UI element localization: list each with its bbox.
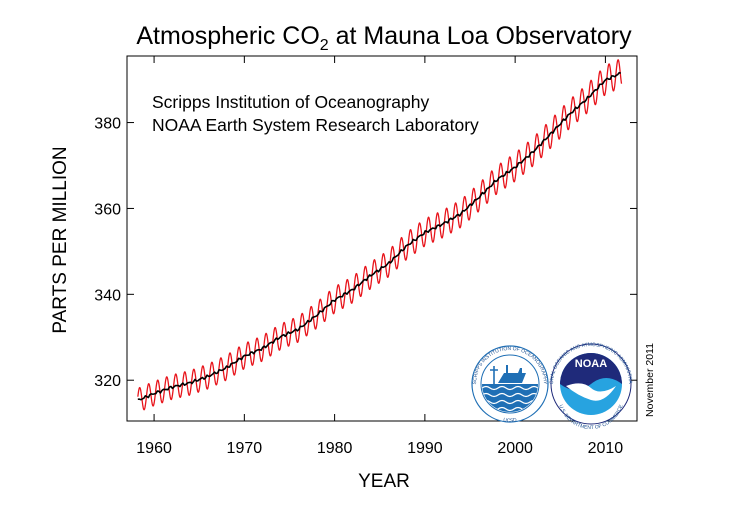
y-tick-label: 380 bbox=[94, 116, 121, 133]
scripps-logo: SCRIPPS INSTITUTION OF OCEANOGRAPHY UCSD bbox=[471, 345, 549, 424]
institution-noaa: NOAA Earth System Research Laboratory bbox=[152, 115, 479, 135]
noaa-center-text: NOAA bbox=[575, 358, 607, 370]
x-tick-label: 2010 bbox=[588, 440, 624, 457]
x-tick-label: 1970 bbox=[227, 440, 263, 457]
x-tick-label: 1980 bbox=[317, 440, 353, 457]
institution-scripps: Scripps Institution of Oceanography bbox=[152, 92, 429, 112]
x-tick-label: 2000 bbox=[497, 440, 533, 457]
y-tick-label: 340 bbox=[94, 287, 121, 304]
y-axis-label: PARTS PER MILLION bbox=[50, 146, 71, 333]
title-subscript: 2 bbox=[320, 37, 329, 54]
monthly-co2-line bbox=[137, 59, 623, 411]
y-tick-label: 320 bbox=[94, 373, 121, 390]
date-annotation: November 2011 bbox=[644, 343, 656, 417]
y-tick-label: 360 bbox=[94, 201, 121, 218]
x-tick-label: 1960 bbox=[136, 440, 172, 457]
axis-ticks: 1960 1970 1980 1990 2000 2010 320 340 360 380 bbox=[94, 56, 637, 457]
trend-co2-line bbox=[137, 71, 622, 401]
chart-title: Atmospheric CO2 at Mauna Loa Observatory bbox=[136, 22, 632, 54]
x-axis-label: YEAR bbox=[358, 471, 410, 492]
x-tick-label: 1990 bbox=[407, 440, 443, 457]
data-series bbox=[137, 59, 623, 411]
plot-frame bbox=[126, 55, 638, 422]
scripps-bottom-text: UCSD bbox=[503, 417, 518, 424]
